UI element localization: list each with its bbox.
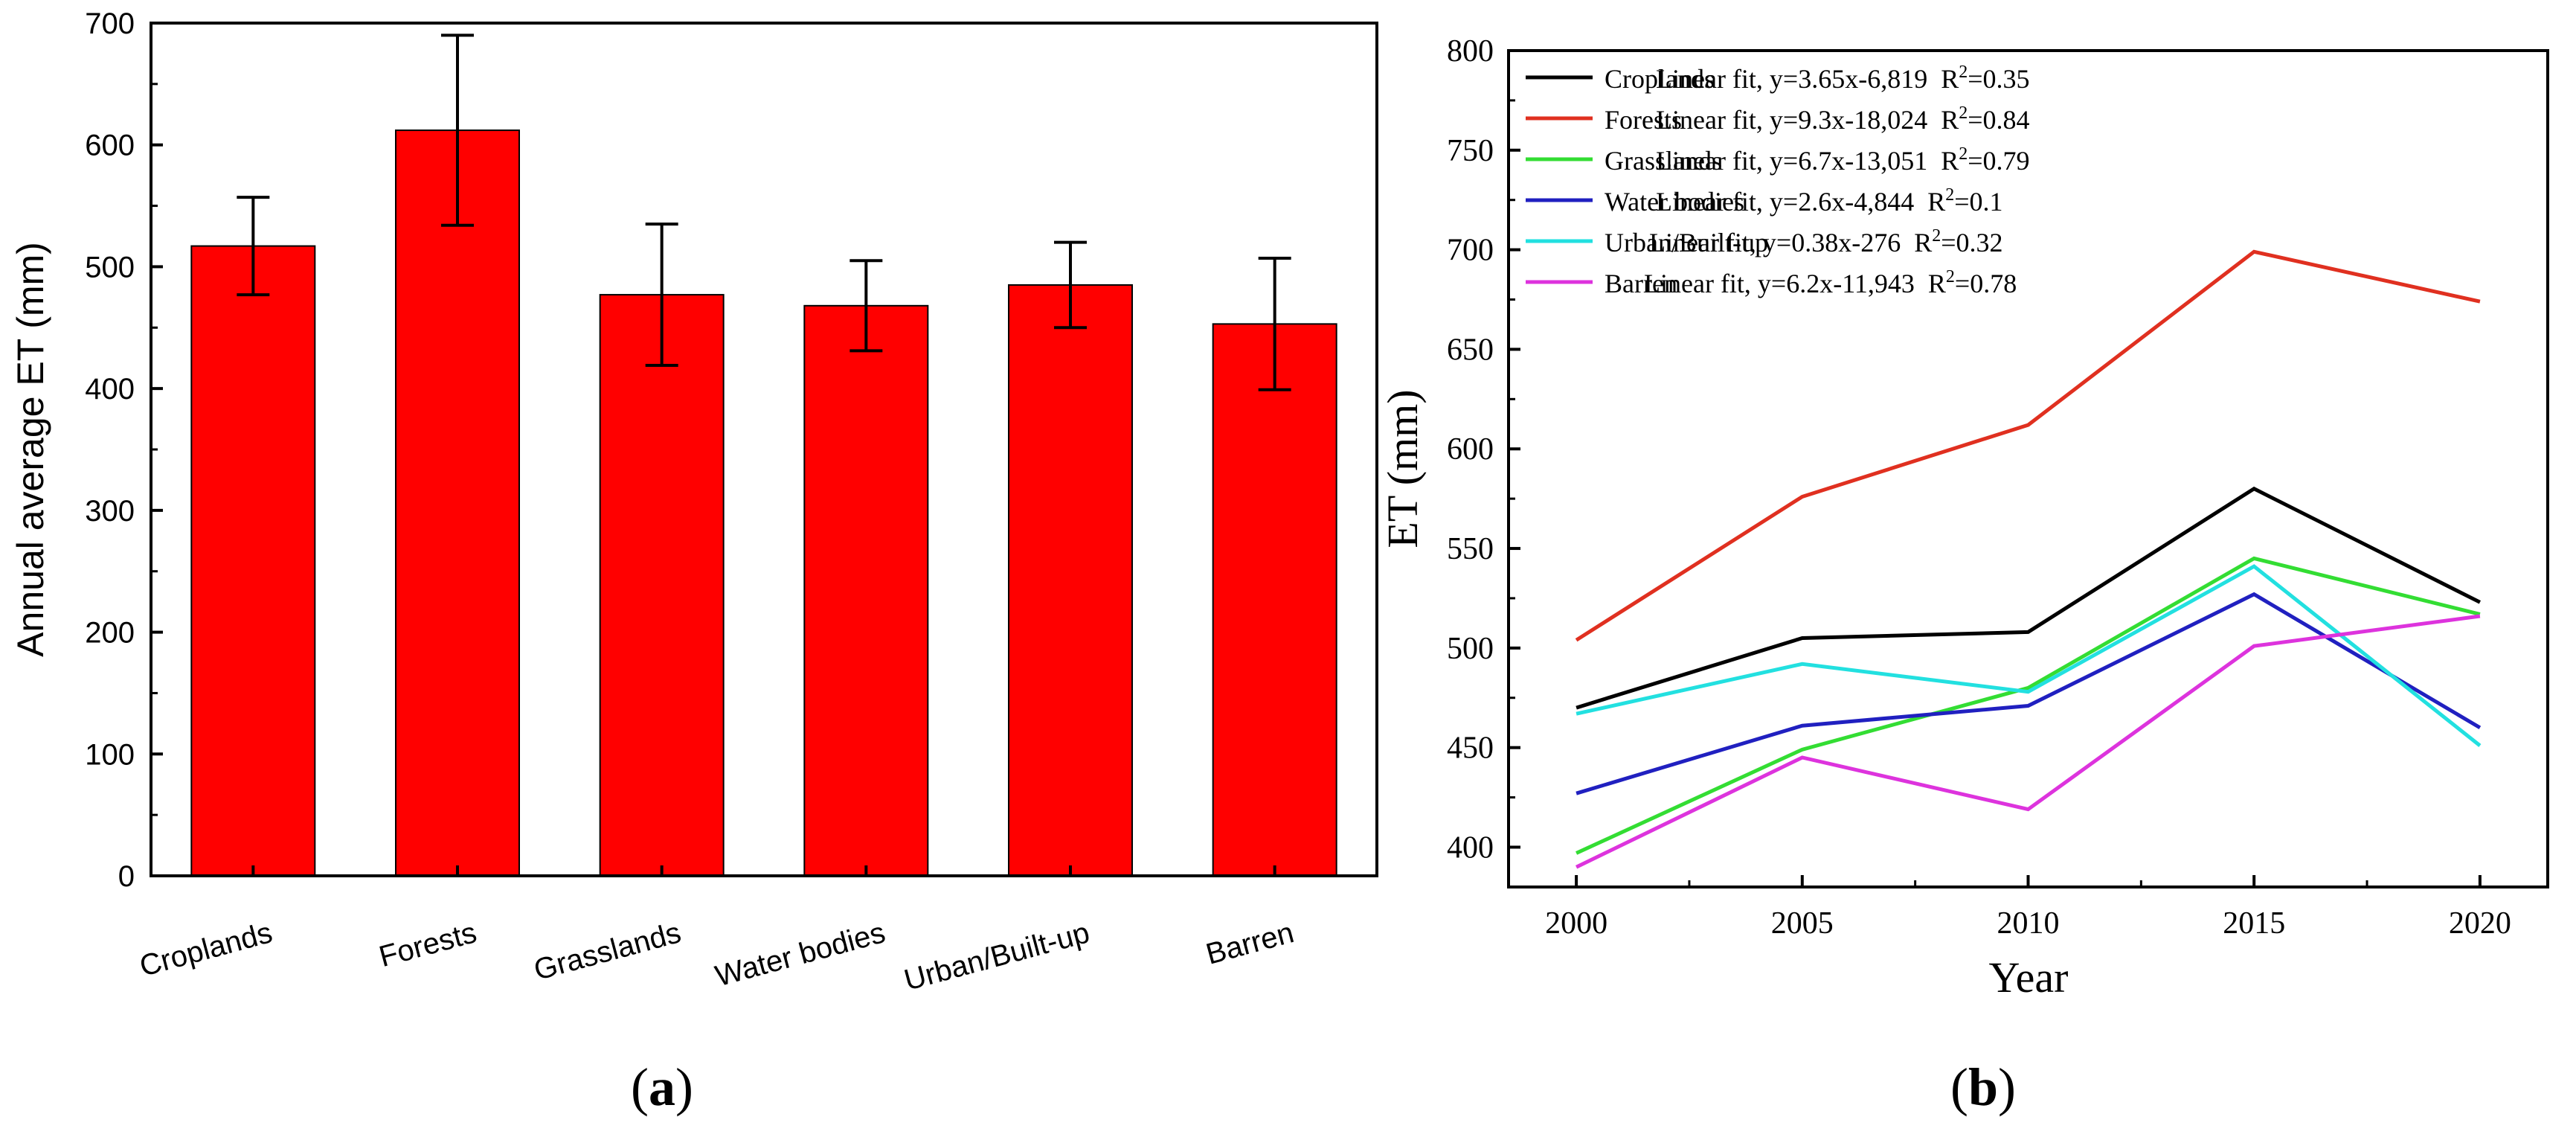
legend-r2-superscript: 2 (1932, 226, 1941, 246)
legend-r2-value: =0.84 (1968, 105, 2029, 135)
plot-area-frame (150, 22, 1378, 877)
plot-area-frame (1507, 49, 2549, 888)
legend-r2-superscript: 2 (1946, 267, 1955, 286)
bar-chart-annual-average-et: 0 100 200 300 400 500 600 700 Croplands Forests G… (10, 7, 1378, 997)
y-tick-label: 400 (1447, 830, 1494, 865)
legend-r2-superscript: 2 (1959, 103, 1968, 123)
x-tick-label: Water bodies (712, 916, 889, 993)
y-tick-label: 700 (1447, 234, 1494, 268)
y-tick-label: 600 (1447, 432, 1494, 467)
legend-r2-superscript: 2 (1959, 144, 1968, 164)
legend-series-name: Croplands (1605, 64, 1715, 94)
legend-series-name: Barren (1605, 269, 1677, 298)
x-tick-label: Croplands (136, 916, 276, 983)
y-tick-label: 200 (85, 617, 135, 650)
y-tick-label: 650 (1447, 333, 1494, 367)
legend-r2-superscript: 2 (1959, 63, 1968, 82)
line-chart-et-by-year: 400 450 500 550 600 650 700 750 800 2000 2005 2010… (1378, 34, 2549, 1002)
legend-fit-text: Linear fit, y=9.3x-18,024 R2=0.84 (1656, 103, 2030, 135)
series-line (1576, 614, 2481, 869)
x-tick-label: 2005 (1771, 906, 1834, 941)
legend-r2-value: =0.35 (1968, 64, 2029, 94)
legend-r2-value: =0.79 (1968, 146, 2029, 176)
legend-fit-text: Linear fit, y=6.7x-13,051 R2=0.79 (1656, 144, 2030, 176)
series-line (1576, 486, 2482, 710)
legend-r2-prefix: R (1928, 269, 1946, 298)
legend-r2-value: =0.32 (1941, 228, 2002, 257)
legend-fit-text: Linear fit, y=3.65x-6,819 R2=0.35 (1656, 63, 2030, 94)
series-line (1576, 592, 2482, 795)
legend-series-name: Urban/Built-up (1605, 228, 1768, 257)
y-tick-label: 800 (1447, 34, 1494, 68)
x-tick-label: Forests (376, 916, 480, 973)
legend-fit-text: Linear fit, y=0.38x-276 R2=0.32 (1649, 226, 2003, 257)
y-tick-label: 300 (85, 495, 135, 528)
bar (1008, 284, 1133, 877)
x-axis-label: Year (1989, 953, 2069, 1002)
y-tick-label: 500 (85, 251, 135, 284)
y-tick-label: 400 (85, 373, 135, 406)
legend-r2-prefix: R (1927, 187, 1945, 217)
panel-label-b: (b) (1950, 1057, 2017, 1117)
y-axis-label: ET (mm) (1378, 389, 1427, 548)
x-tick-label: Grasslands (530, 916, 684, 987)
legend-r2-value: =0.78 (1955, 269, 2017, 298)
bar (1212, 323, 1337, 877)
legend-fit-text: Linear fit, y=6.2x-11,943 R2=0.78 (1644, 267, 2017, 298)
legend-fit-text: Linear fit, y=2.6x-4,844 R2=0.1 (1656, 185, 2003, 217)
legend-r2-superscript: 2 (1945, 185, 1954, 205)
y-tick-label: 500 (1447, 632, 1494, 666)
series-line (1575, 249, 2481, 642)
legend-r2-prefix: R (1941, 64, 1959, 94)
legend-r2-prefix: R (1941, 105, 1959, 135)
y-tick-label: 700 (85, 7, 135, 40)
x-tick-label: 2010 (1997, 906, 2060, 941)
x-tick-label: Urban/Built-up (901, 916, 1093, 997)
x-tick-label: 2020 (2449, 906, 2511, 941)
x-tick-label: 2015 (2223, 906, 2285, 941)
bar (395, 129, 520, 877)
bar (190, 245, 316, 877)
series-line (1576, 556, 2481, 855)
y-tick-label: 600 (85, 129, 135, 162)
y-axis-label: Annual average ET (mm) (10, 242, 51, 657)
x-tick-label: Barren (1203, 916, 1297, 971)
legend-series-name: Water bodies (1605, 187, 1744, 217)
bar (599, 294, 725, 877)
legend-series-name: Grasslands (1605, 146, 1722, 176)
y-tick-label: 550 (1447, 532, 1494, 566)
y-tick-label: 0 (118, 860, 135, 893)
y-tick-label: 100 (85, 738, 135, 771)
legend-r2-prefix: R (1914, 228, 1932, 257)
y-tick-label: 450 (1447, 731, 1494, 766)
legend-r2-value: =0.1 (1954, 187, 2002, 217)
x-tick-label: 2000 (1545, 906, 1607, 941)
bar (803, 304, 929, 877)
series-line (1576, 564, 2482, 747)
legend-r2-prefix: R (1941, 146, 1959, 176)
legend-series-name: Forests (1605, 105, 1682, 135)
panel-label-a: (a) (631, 1057, 693, 1117)
y-tick-label: 750 (1447, 134, 1494, 168)
